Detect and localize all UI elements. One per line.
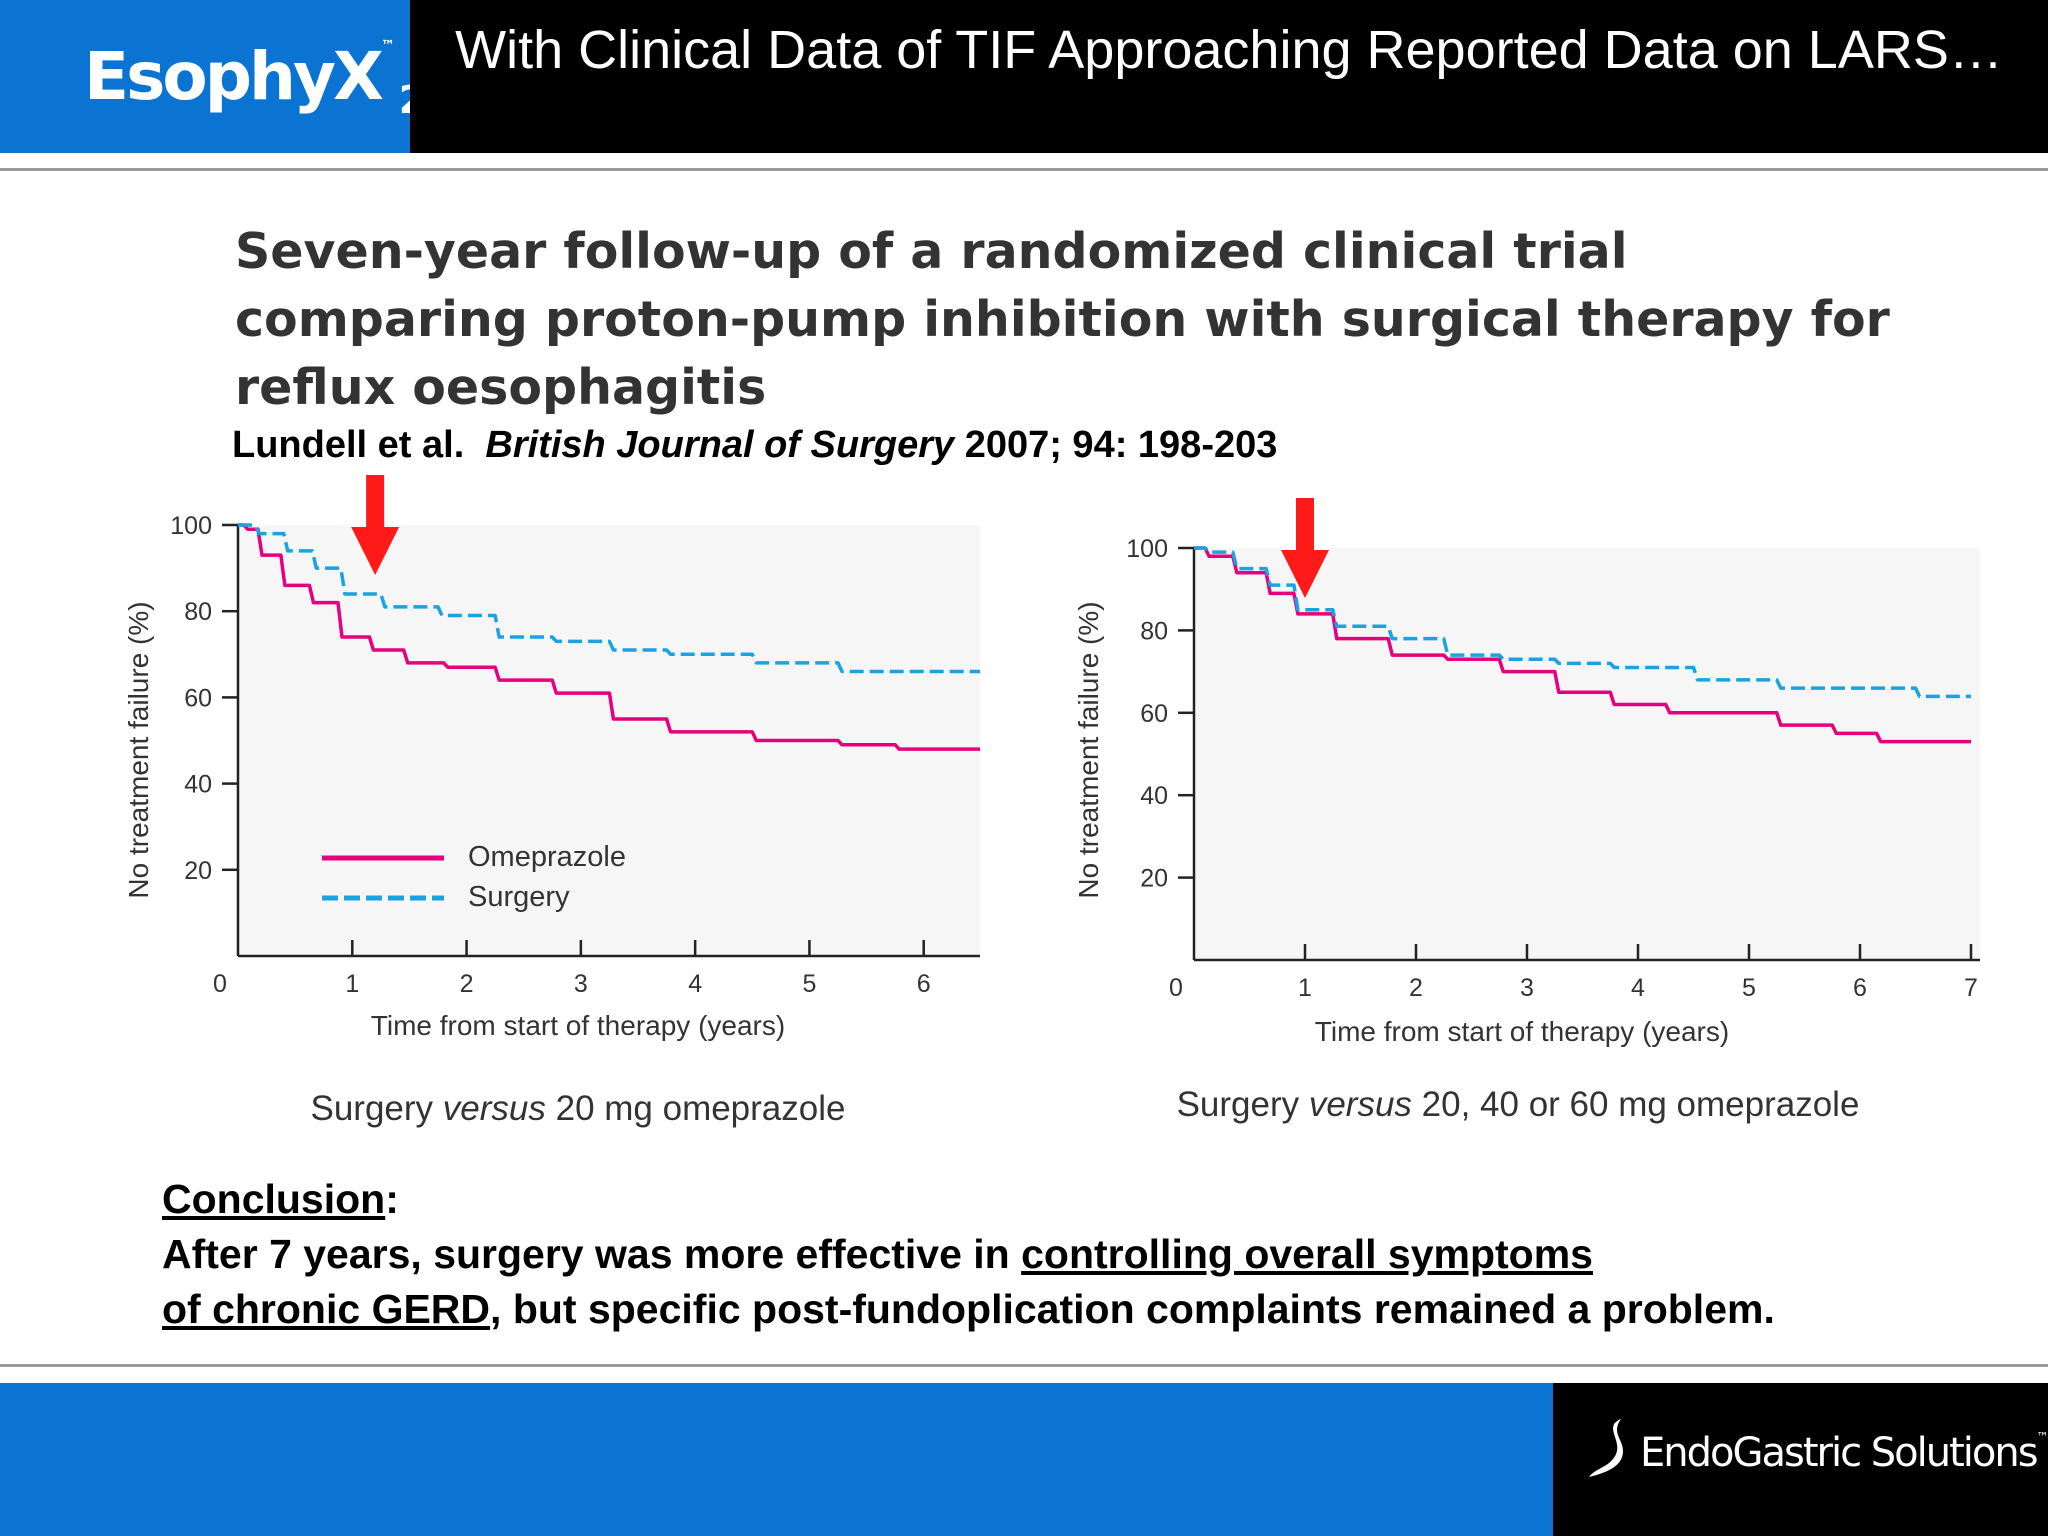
x-tick-label: 7 xyxy=(1964,974,1978,1002)
x-axis-title: Time from start of therapy (years) xyxy=(1315,1016,1729,1047)
endogastric-logo-text: EndoGastric Solutions™ xyxy=(1640,1430,2048,1476)
footer-logo-word: EndoGastric Solutions xyxy=(1640,1430,2039,1476)
caption-italic: versus xyxy=(443,1089,546,1128)
x-tick-label: 5 xyxy=(1742,974,1756,1002)
caption-pre: Surgery xyxy=(1177,1085,1309,1124)
citation-authors: Lundell et al. xyxy=(232,424,465,466)
y-tick-label: 80 xyxy=(184,598,212,626)
x-axis-title: Time from start of therapy (years) xyxy=(371,1010,785,1041)
red-down-arrow xyxy=(1281,498,1329,598)
x-tick-label: 6 xyxy=(917,970,931,998)
chart-caption: Surgery versus 20, 40 or 60 mg omeprazol… xyxy=(1177,1085,1860,1124)
y-tick-label: 20 xyxy=(184,857,212,885)
x-tick-label: 3 xyxy=(574,970,588,998)
endogastric-swirl-icon xyxy=(1589,1419,1623,1477)
red-down-arrow xyxy=(351,475,400,575)
y-tick-label: 100 xyxy=(170,512,212,540)
plot-background xyxy=(236,525,980,955)
series-omeprazole-line xyxy=(238,523,980,751)
y-axis-title: No treatment failure (%) xyxy=(123,601,154,898)
conclusion-line2-underlined: of chronic GERD xyxy=(162,1286,491,1332)
esophyx-logo-panel: EsophyX™2 xyxy=(0,0,425,153)
x-tick-label: 5 xyxy=(802,970,816,998)
x-tick-label: 0 xyxy=(213,970,227,998)
y-tick-label: 100 xyxy=(1126,535,1168,563)
series-omeprazole-line xyxy=(1194,546,1971,744)
plot-background xyxy=(1194,548,1980,960)
slide-title: With Clinical Data of TIF Approaching Re… xyxy=(455,20,2003,80)
y-tick-label: 60 xyxy=(1140,700,1168,728)
x-tick-label: 6 xyxy=(1853,974,1867,1002)
paper-title: Seven-year follow-up of a randomized cli… xyxy=(235,223,1890,416)
y-tick-label: 40 xyxy=(1140,782,1168,810)
conclusion-block: Conclusion: After 7 years, surgery was m… xyxy=(162,1172,2022,1337)
logo-tm: ™ xyxy=(380,38,395,54)
footer-divider xyxy=(0,1364,2048,1367)
y-tick-label: 80 xyxy=(1140,617,1168,645)
arrow-marker xyxy=(1281,498,1329,598)
y-tick-label: 40 xyxy=(184,771,212,799)
arrow-marker xyxy=(351,475,400,575)
x-tick-label: 2 xyxy=(460,970,474,998)
caption-post: 20, 40 or 60 mg omeprazole xyxy=(1412,1085,1859,1124)
x-tick-label: 1 xyxy=(345,970,359,998)
citation-details: 2007; 94: 198-203 xyxy=(964,424,1278,466)
series-surgery-line xyxy=(238,523,980,674)
conclusion-line1-underlined: controlling overall symptoms xyxy=(1021,1231,1593,1277)
caption-pre: Surgery xyxy=(311,1089,443,1128)
citation-journal: British Journal of Surgery xyxy=(485,424,955,466)
conclusion-line2-text: , but specific post-fundoplication compl… xyxy=(490,1286,1775,1332)
x-tick-label: 0 xyxy=(1169,974,1183,1002)
conclusion-line1-text: After 7 years, surgery was more effectiv… xyxy=(162,1231,1022,1277)
x-tick-label: 3 xyxy=(1520,974,1534,1002)
x-tick-label: 4 xyxy=(688,970,702,998)
endogastric-logo-panel xyxy=(1553,1383,2048,1536)
legend: Omeprazole Surgery xyxy=(322,841,626,913)
x-tick-label: 1 xyxy=(1298,974,1312,1002)
header-divider xyxy=(0,168,2048,171)
caption-post: 20 mg omeprazole xyxy=(546,1089,846,1128)
footer-logo-tm: ™ xyxy=(2036,1430,2048,1444)
conclusion-heading-line: Conclusion: xyxy=(162,1172,2022,1227)
legend-omeprazole-label: Omeprazole xyxy=(468,841,626,873)
axes: 0 1 2 3 4 5 6 7 20 40 60 80 100 xyxy=(1126,535,1980,1002)
conclusion-line-2: of chronic GERD, but specific post-fundo… xyxy=(162,1282,2022,1337)
chart-caption: Surgery versus 20 mg omeprazole xyxy=(311,1089,846,1128)
logo-word: EsophyX xyxy=(84,38,384,115)
x-tick-label: 4 xyxy=(1631,974,1645,1002)
caption-italic: versus xyxy=(1309,1085,1412,1124)
conclusion-heading: Conclusion xyxy=(162,1176,386,1222)
y-tick-label: 20 xyxy=(1140,865,1168,893)
y-axis-title: No treatment failure (%) xyxy=(1073,601,1104,898)
series-lines xyxy=(1194,546,1971,744)
conclusion-line-1: After 7 years, surgery was more effectiv… xyxy=(162,1227,2022,1282)
x-tick-label: 2 xyxy=(1409,974,1423,1002)
citation: Lundell et al. British Journal of Surger… xyxy=(232,424,1277,467)
chart-right: 0 1 2 3 4 5 6 7 20 40 60 80 100 No treatment failure… xyxy=(1073,498,1980,1124)
series-lines xyxy=(238,523,980,751)
esophyx-logo: EsophyX™2 xyxy=(84,38,425,122)
legend-surgery-label: Surgery xyxy=(468,881,570,913)
series-surgery-line xyxy=(1194,546,1971,699)
header-bar xyxy=(410,0,2048,153)
y-tick-label: 60 xyxy=(184,684,212,712)
conclusion-colon: : xyxy=(385,1176,399,1222)
